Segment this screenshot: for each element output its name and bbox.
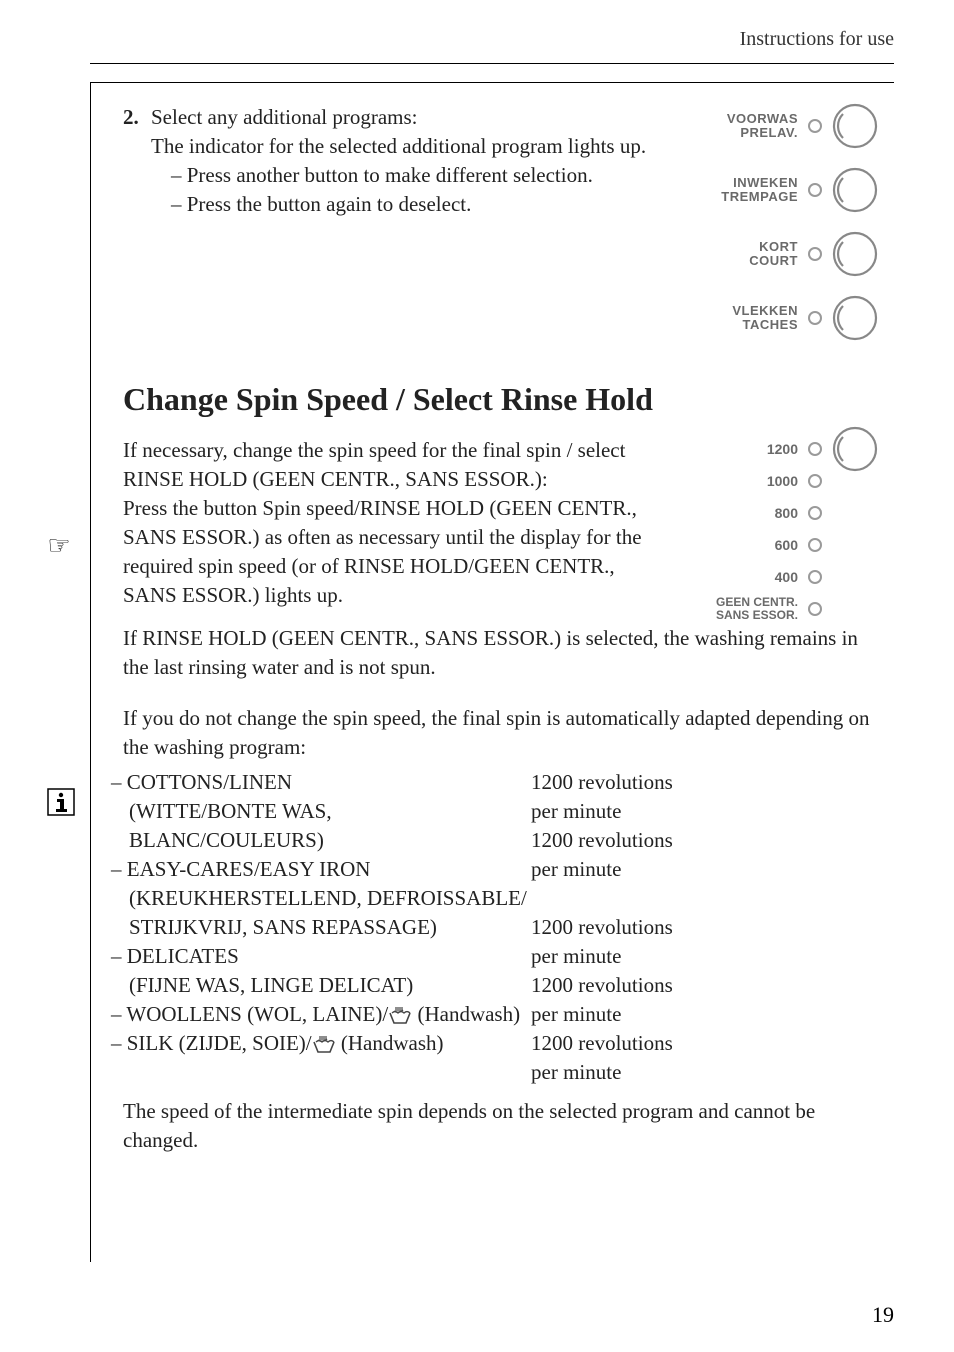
spin-speed-row: 600	[775, 532, 878, 558]
spin-p1a: If necessary, change the spin speed for …	[123, 436, 662, 494]
indicator-light-icon	[808, 183, 822, 197]
option-row: KORTCOURT	[749, 231, 878, 277]
indicator-light-icon	[808, 247, 822, 261]
spin-p1c: If RINSE HOLD (GEEN CENTR., SANS ESSOR.)…	[91, 624, 894, 682]
indicator-light-icon	[808, 311, 822, 325]
step2-text: Select any additional programs: The indi…	[151, 103, 662, 219]
program-item: – SILK (ZIJDE, SOIE)/ (Handwash)	[111, 1029, 531, 1058]
handwash-icon	[388, 1006, 412, 1026]
step2-dash2: – Press the button again to deselect.	[151, 190, 662, 219]
spin-button[interactable]	[832, 426, 878, 472]
spin-p1b: Press the button Spin speed/RINSE HOLD (…	[123, 494, 662, 610]
option-row: INWEKENTREMPAGE	[721, 167, 878, 213]
closing-text: The speed of the intermediate spin depen…	[91, 1097, 894, 1155]
option-button[interactable]	[832, 295, 878, 341]
program-names-col: – COTTONS/LINEN(WITTE/BONTE WAS, BLANC/C…	[111, 768, 531, 1087]
header-title: Instructions for use	[740, 28, 894, 50]
option-row: VOORWASPRELAV.	[727, 103, 878, 149]
option-label: VLEKKENTACHES	[732, 304, 798, 333]
program-rpm: 1200 revolutionsper minute	[531, 913, 882, 971]
program-rpm-col: 1200 revolutionsper minute1200 revolutio…	[531, 768, 882, 1087]
spin-speed-label: 400	[775, 570, 798, 585]
indicator-light-icon	[808, 119, 822, 133]
program-name: – COTTONS/LINEN	[111, 768, 531, 797]
indicator-light-icon	[808, 506, 822, 520]
content-frame: 2. Select any additional programs: The i…	[90, 82, 894, 1262]
info-text: If you do not change the spin speed, the…	[91, 704, 894, 762]
spin-speed-row: 800	[775, 500, 878, 526]
program-sub: (WITTE/BONTE WAS, BLANC/COULEURS)	[111, 797, 531, 855]
option-label: VOORWASPRELAV.	[727, 112, 798, 141]
spin-text-col: If necessary, change the spin speed for …	[123, 436, 662, 610]
option-button[interactable]	[832, 231, 878, 277]
program-rpm: 1200 revolutionsper minute	[531, 826, 882, 913]
program-name-suffix: (Handwash)	[336, 1031, 444, 1055]
program-item: – COTTONS/LINEN(WITTE/BONTE WAS, BLANC/C…	[111, 768, 531, 855]
indicator-light-icon	[808, 474, 822, 488]
step2-dash1: – Press another button to make different…	[151, 161, 662, 190]
spin-speed-label: 1000	[767, 474, 798, 489]
rinse-hold-row: GEEN CENTR.SANS ESSOR.	[716, 596, 878, 622]
spin-speed-row: 400	[775, 564, 878, 590]
program-table: – COTTONS/LINEN(WITTE/BONTE WAS, BLANC/C…	[91, 768, 894, 1087]
page-header: Instructions for use	[0, 0, 954, 63]
program-item: – DELICATES(FIJNE WAS, LINGE DELICAT)	[111, 942, 531, 1000]
program-name: – DELICATES	[111, 942, 531, 971]
step2-row: 2. Select any additional programs: The i…	[91, 103, 894, 341]
step-number: 2.	[123, 103, 151, 132]
option-panel: VOORWASPRELAV. INWEKENTREMPAGE KORTCOURT VL…	[662, 103, 882, 341]
indicator-light-icon	[808, 602, 822, 616]
option-label: KORTCOURT	[749, 240, 798, 269]
option-button[interactable]	[832, 167, 878, 213]
program-name-suffix: (Handwash)	[412, 1002, 520, 1026]
program-rpm: 1200 revolutionsper minute	[531, 971, 882, 1029]
spin-row: If necessary, change the spin speed for …	[91, 436, 894, 622]
section-title: Change Spin Speed / Select Rinse Hold	[91, 341, 894, 436]
program-item: – EASY-CARES/EASY IRON(KREUKHERSTELLEND,…	[111, 855, 531, 942]
spin-speed-label: 800	[775, 506, 798, 521]
program-name: – EASY-CARES/EASY IRON	[111, 855, 531, 884]
program-sub: (KREUKHERSTELLEND, DEFROISSABLE/ STRIJKV…	[111, 884, 531, 942]
spin-speed-label: 600	[775, 538, 798, 553]
program-rpm: 1200 revolutionsper minute	[531, 1029, 882, 1087]
program-name: – WOOLLENS (WOL, LAINE)/	[111, 1002, 388, 1026]
spin-speed-row: 1200	[767, 436, 878, 462]
rinse-hold-label: GEEN CENTR.SANS ESSOR.	[716, 596, 798, 621]
step2-line2: The indicator for the selected additiona…	[151, 132, 662, 161]
header-rule	[90, 63, 894, 64]
spin-panel: 1200 1000 800 600 400 GEEN CENTR.SANS ESSOR.	[662, 436, 882, 622]
step2-line1: Select any additional programs:	[151, 103, 662, 132]
program-name: – SILK (ZIJDE, SOIE)/	[111, 1031, 312, 1055]
option-row: VLEKKENTACHES	[732, 295, 878, 341]
option-label: INWEKENTREMPAGE	[721, 176, 798, 205]
info-icon	[47, 788, 75, 816]
program-rpm: 1200 revolutionsper minute	[531, 768, 882, 826]
program-item: – WOOLLENS (WOL, LAINE)/ (Handwash)	[111, 1000, 531, 1029]
option-button[interactable]	[832, 103, 878, 149]
indicator-light-icon	[808, 570, 822, 584]
spin-speed-label: 1200	[767, 442, 798, 457]
page-number: 19	[872, 1302, 894, 1328]
indicator-light-icon	[808, 538, 822, 552]
handwash-icon	[312, 1035, 336, 1055]
program-sub: (FIJNE WAS, LINGE DELICAT)	[111, 971, 531, 1000]
indicator-light-icon	[808, 442, 822, 456]
pointing-hand-icon: ☞	[35, 531, 83, 561]
